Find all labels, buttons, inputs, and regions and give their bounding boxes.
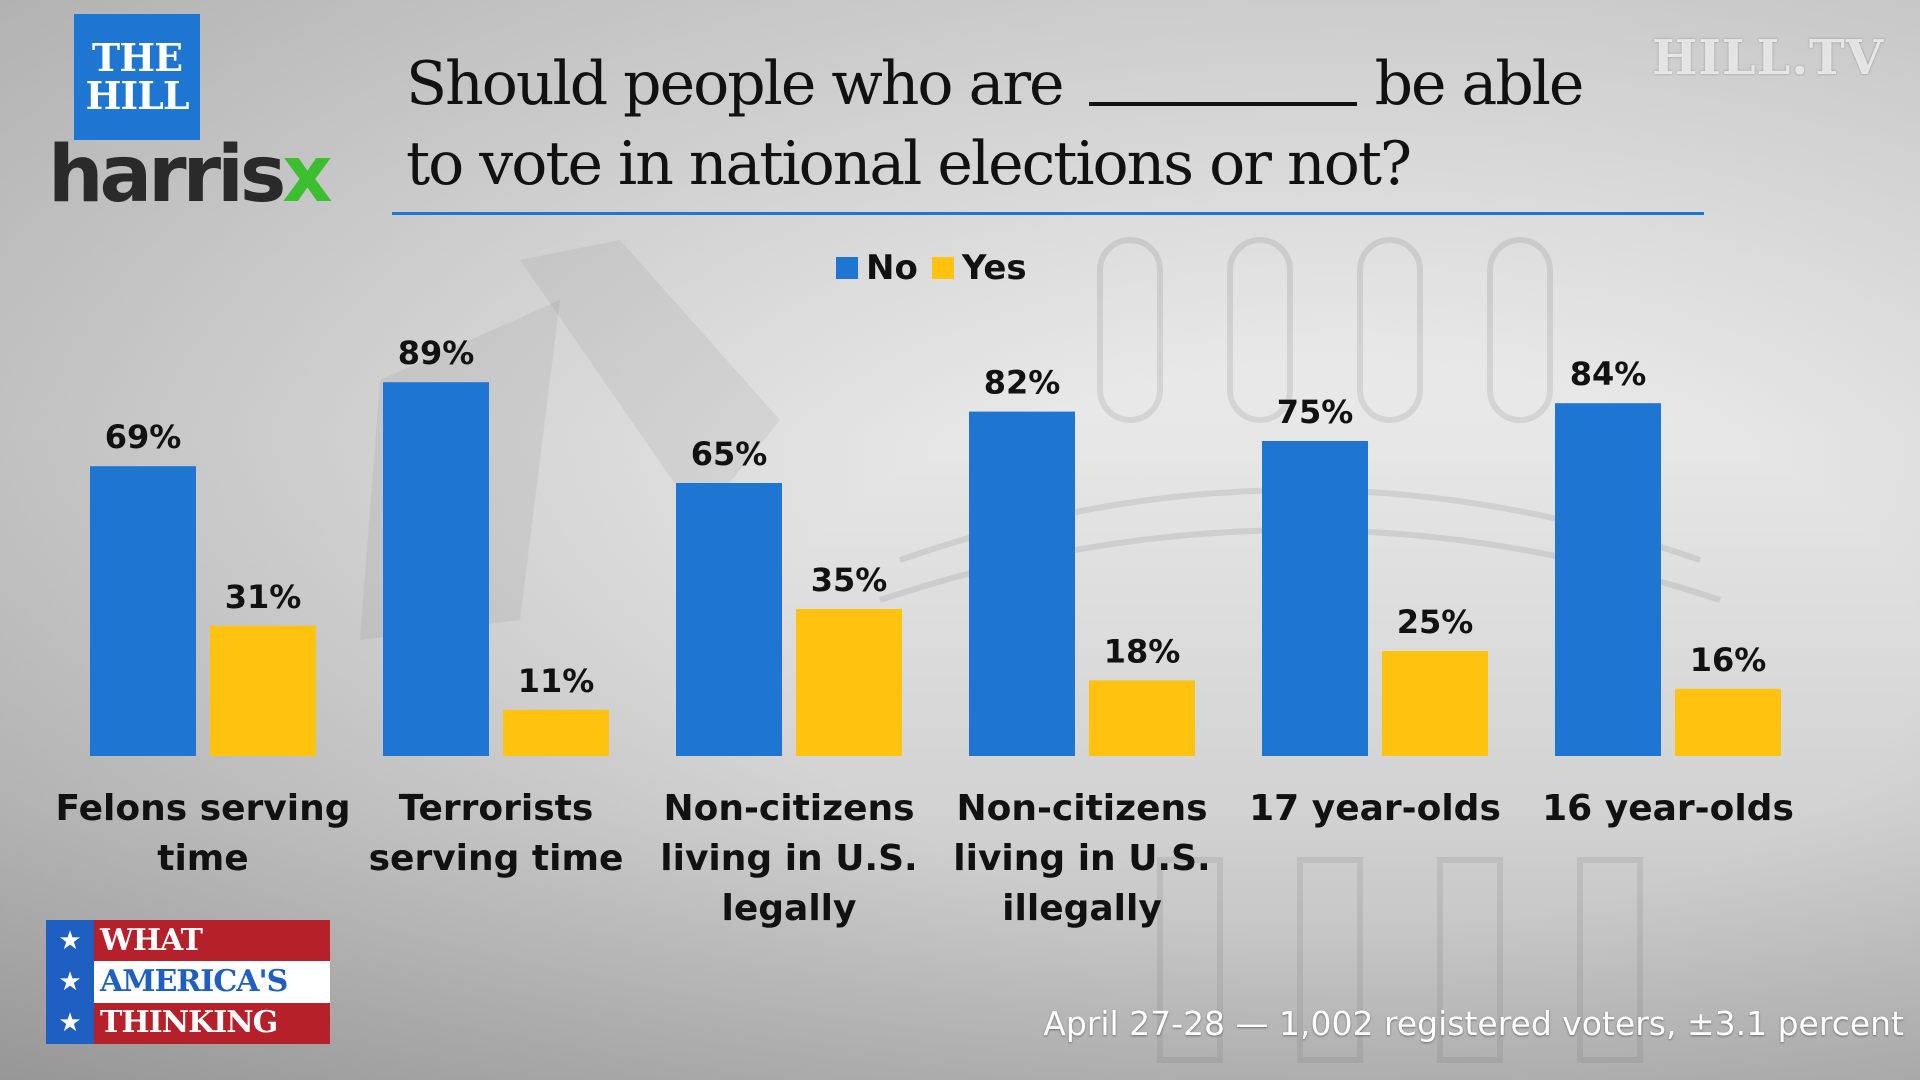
bar-yes-2 xyxy=(503,709,609,756)
harrisx-logo-x: x xyxy=(282,130,332,220)
category-label-4: Non-citizens xyxy=(956,788,1207,829)
category-label-5: 17 year-olds xyxy=(1249,788,1501,829)
category-label-3: Non-citizens xyxy=(663,788,914,829)
chart-title: Should people who are be able to vote in … xyxy=(406,44,1706,204)
category-label-2: Terrorists xyxy=(399,788,594,829)
bar-yes-5 xyxy=(1382,651,1488,756)
data-label-no-4: 82% xyxy=(984,364,1061,402)
wat-line3: THINKING xyxy=(94,1002,330,1044)
bar-yes-1 xyxy=(210,625,316,756)
bar-yes-4 xyxy=(1089,680,1195,756)
data-label-yes-5: 25% xyxy=(1397,603,1474,641)
star-icon: ★ xyxy=(58,925,82,956)
category-label-1: Felons serving xyxy=(55,788,350,829)
data-label-yes-6: 16% xyxy=(1690,641,1767,679)
legend-item-no: No xyxy=(836,248,918,288)
wat-words: WHAT AMERICA'S THINKING xyxy=(94,920,330,1044)
harrisx-logo-main: harris xyxy=(48,130,286,220)
star-icon: ★ xyxy=(58,1008,82,1039)
the-hill-logo: THE HILL xyxy=(74,14,200,140)
what-americas-thinking-logo: ★ ★ ★ WHAT AMERICA'S THINKING xyxy=(46,920,330,1044)
wat-line2: AMERICA'S xyxy=(94,961,330,1003)
legend-swatch-no xyxy=(836,257,858,279)
title-line1-before: Should people who are xyxy=(406,49,1065,119)
category-label-3: living in U.S. xyxy=(660,838,917,879)
legend-label-yes: Yes xyxy=(961,248,1027,288)
survey-footnote: April 27-28 — 1,002 registered voters, ±… xyxy=(1043,1004,1904,1043)
category-label-6: 16 year-olds xyxy=(1542,788,1794,829)
bar-no-3 xyxy=(676,483,782,756)
bar-yes-3 xyxy=(796,609,902,756)
legend-swatch-yes xyxy=(931,257,954,279)
data-label-yes-2: 11% xyxy=(518,662,595,700)
bar-no-4 xyxy=(969,411,1075,756)
chart-legend: No Yes xyxy=(836,248,1027,288)
data-label-yes-4: 18% xyxy=(1104,632,1181,670)
data-label-no-3: 65% xyxy=(691,435,768,473)
legend-item-yes: Yes xyxy=(931,248,1027,288)
bar-no-6 xyxy=(1555,403,1661,756)
data-label-no-2: 89% xyxy=(398,334,475,372)
legend-label-no: No xyxy=(866,248,918,288)
data-label-yes-1: 31% xyxy=(225,578,302,616)
star-icon: ★ xyxy=(58,966,82,997)
title-blank-line xyxy=(1088,102,1357,107)
category-label-1: time xyxy=(157,838,248,879)
hill-tv-watermark: HILL.TV xyxy=(1652,30,1884,86)
wat-line1: WHAT xyxy=(94,920,330,962)
the-hill-logo-line1: THE xyxy=(91,35,183,80)
bar-no-5 xyxy=(1262,441,1368,756)
bar-no-1 xyxy=(90,466,196,756)
category-label-4: living in U.S. xyxy=(953,838,1210,879)
data-label-no-6: 84% xyxy=(1570,355,1647,393)
title-line1-after: be able xyxy=(1374,49,1585,119)
data-label-no-1: 69% xyxy=(105,418,182,456)
harrisx-logo: harrisx xyxy=(48,130,333,220)
title-line2: to vote in national elections or not? xyxy=(406,129,1412,199)
category-label-4: illegally xyxy=(1002,888,1162,929)
title-divider xyxy=(392,212,1704,215)
category-label-2: serving time xyxy=(369,838,624,879)
the-hill-logo-line2: HILL xyxy=(85,73,189,118)
bar-yes-6 xyxy=(1675,688,1781,756)
data-label-yes-3: 35% xyxy=(811,561,888,599)
bar-no-2 xyxy=(383,382,489,756)
category-label-3: legally xyxy=(722,888,857,929)
wat-stars-column: ★ ★ ★ xyxy=(46,920,94,1044)
data-label-no-5: 75% xyxy=(1277,393,1354,431)
